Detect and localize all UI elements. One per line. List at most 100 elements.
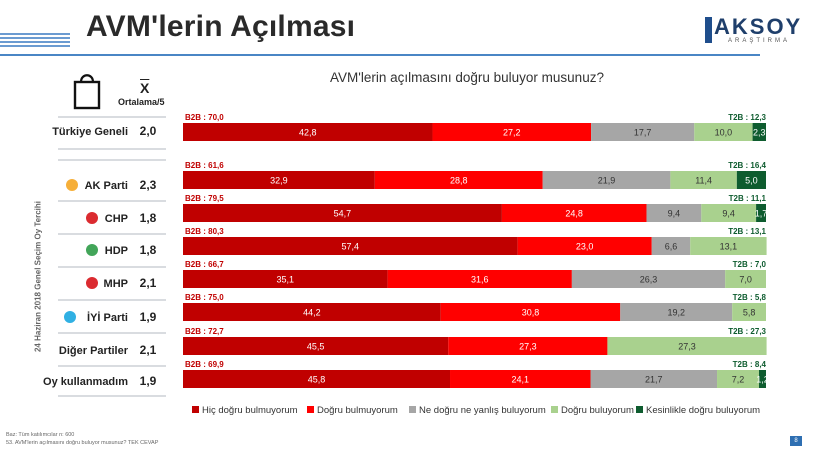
bar-segment-do-ru-bulmuyorum (432, 123, 592, 141)
t2b-label: T2B : 13,1 (728, 227, 766, 236)
legend-label: Hiç doğru bulmuyorum (202, 405, 298, 416)
bar-segment-do-ru-buluyorum (717, 370, 760, 388)
data-label: 7,0 (739, 275, 752, 285)
data-label: 42,8 (299, 128, 317, 138)
bar-segment-hi-do-ru-bulmuyorum (183, 123, 433, 141)
data-label: 21,9 (598, 176, 616, 186)
data-label: 6,6 (665, 242, 678, 252)
bar-segment-do-ru-bulmuyorum (387, 270, 572, 288)
row-label: Oy kullanmadım (43, 376, 128, 388)
legend-label: Kesinlikle doğru buluyorum (646, 405, 760, 416)
row-mean: 1,8 (140, 211, 157, 225)
page-number: 8 (790, 436, 802, 446)
bar-segment-hi-do-ru-bulmuyorum (183, 204, 502, 222)
row-mean: 2,1 (140, 276, 157, 290)
data-label: 24,8 (565, 209, 583, 219)
title-underline (0, 54, 760, 56)
bar-segment-do-ru-buluyorum (732, 303, 766, 321)
data-label: 27,3 (678, 342, 696, 352)
data-label: 24,1 (511, 375, 529, 385)
row-label: Türkiye Geneli (52, 126, 128, 138)
row-label: İYİ Parti (87, 311, 128, 324)
data-label: 21,7 (645, 375, 663, 385)
data-label: 7,2 (732, 375, 745, 385)
data-label: 9,4 (722, 209, 735, 219)
row-label: AK Parti (85, 180, 128, 192)
bar-segment-do-ru-bulmuyorum (501, 204, 647, 222)
data-label: 9,4 (668, 209, 681, 219)
b2b-label: B2B : 80,3 (185, 227, 224, 236)
title-decoration (0, 33, 70, 47)
brand-logo-mark (705, 17, 712, 43)
row-mean: 1,9 (140, 310, 157, 324)
data-label: 45,5 (307, 342, 325, 352)
bar-segment-kesinlikle-do-ru-buluyorum (752, 123, 766, 141)
row-mean: 2,3 (140, 178, 157, 192)
legend-label: Doğru bulmuyorum (317, 405, 398, 416)
iyi-parti-logo-icon (64, 311, 76, 323)
bar-segment-ne-do-ru-ne-yanl-buluyorum (542, 171, 671, 189)
data-label: 44,2 (303, 308, 321, 318)
legend-label: Doğru buluyorum (561, 405, 634, 416)
bar-segment-do-ru-bulmuyorum (440, 303, 621, 321)
data-label: 26,3 (640, 275, 658, 285)
data-label: 1,7 (755, 209, 768, 219)
t2b-label: T2B : 11,1 (729, 194, 767, 203)
shopping-bag-icon (73, 74, 101, 110)
legend-swatch (409, 406, 416, 413)
b2b-label: B2B : 69,9 (185, 360, 224, 369)
data-label: 57,4 (342, 242, 360, 252)
chart-title: AVM'lerin açılmasını doğru buluyor musun… (330, 70, 604, 85)
data-label: 5,8 (743, 308, 756, 318)
bar-segment-hi-do-ru-bulmuyorum (183, 337, 449, 355)
data-label: 54,7 (334, 209, 352, 219)
bar-segment-do-ru-buluyorum (694, 123, 753, 141)
bar-segment-do-ru-bulmuyorum (517, 237, 652, 255)
bar-segment-hi-do-ru-bulmuyorum (183, 171, 375, 189)
hdp-logo-icon (86, 244, 98, 256)
bar-segment-ne-do-ru-ne-yanl-buluyorum (651, 237, 691, 255)
footnote-base: Baz: Tüm katılımcılar n: 600 (6, 432, 75, 438)
data-label: 17,7 (634, 128, 652, 138)
row-mean: 2,0 (140, 124, 157, 138)
footnote-question: 53. AVM'lerin açılmasını doğru buluyor m… (6, 440, 159, 446)
t2b-label: T2B : 5,8 (733, 293, 767, 302)
data-label: 27,3 (519, 342, 537, 352)
row-label: HDP (105, 245, 128, 257)
row-label: MHP (104, 278, 128, 290)
b2b-label: B2B : 75,0 (185, 293, 224, 302)
data-label: 28,8 (450, 176, 468, 186)
bar-segment-do-ru-buluyorum (725, 270, 766, 288)
b2b-label: B2B : 61,6 (185, 161, 224, 170)
bar-segment-kesinlikle-do-ru-buluyorum (736, 171, 766, 189)
row-label: CHP (105, 213, 128, 225)
page-title: AVM'lerin Açılması (86, 10, 356, 43)
data-label: 30,8 (522, 308, 540, 318)
data-label: 19,2 (667, 308, 685, 318)
bar-segment-do-ru-bulmuyorum (448, 337, 608, 355)
bar-segment-ne-do-ru-ne-yanl-buluyorum (571, 270, 726, 288)
bar-segment-hi-do-ru-bulmuyorum (183, 237, 518, 255)
legend-swatch (307, 406, 314, 413)
row-mean: 2,1 (140, 343, 157, 357)
data-label: 27,2 (503, 128, 521, 138)
legend-swatch (636, 406, 643, 413)
b2b-label: B2B : 70,0 (185, 113, 224, 122)
bar-segment-do-ru-bulmuyorum (374, 171, 543, 189)
data-label: 31,6 (471, 275, 489, 285)
bar-segment-ne-do-ru-ne-yanl-buluyorum (591, 123, 695, 141)
bar-segment-hi-do-ru-bulmuyorum (183, 370, 451, 388)
mhp-logo-icon (86, 277, 98, 289)
data-label: 5,0 (745, 176, 758, 186)
data-label: 32,9 (270, 176, 288, 186)
data-label: 35,1 (277, 275, 295, 285)
bar-segment-ne-do-ru-ne-yanl-buluyorum (620, 303, 733, 321)
b2b-label: B2B : 72,7 (185, 327, 224, 336)
b2b-label: B2B : 79,5 (185, 194, 224, 203)
t2b-label: T2B : 7,0 (733, 260, 767, 269)
data-label: 2,3 (753, 128, 766, 138)
data-label: 45,8 (308, 375, 326, 385)
legend-swatch (192, 406, 199, 413)
chp-logo-icon (86, 212, 98, 224)
